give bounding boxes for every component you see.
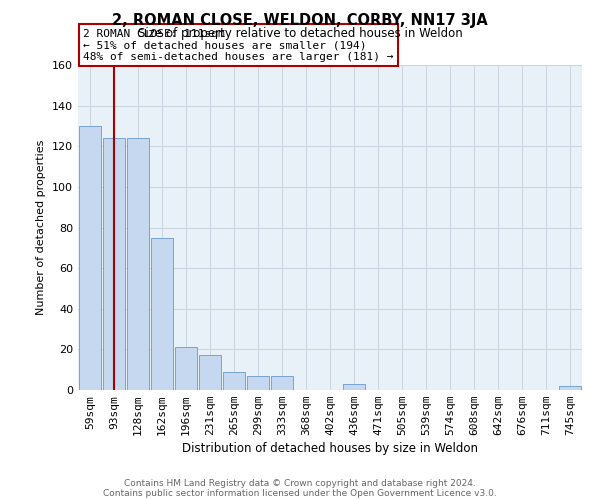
Bar [223, 372, 245, 390]
Y-axis label: Number of detached properties: Number of detached properties [37, 140, 46, 315]
Bar [127, 138, 149, 390]
Text: Size of property relative to detached houses in Weldon: Size of property relative to detached ho… [137, 28, 463, 40]
Bar [151, 238, 173, 390]
Bar [247, 376, 269, 390]
Bar [343, 384, 365, 390]
Bar [559, 386, 581, 390]
Text: Contains public sector information licensed under the Open Government Licence v3: Contains public sector information licen… [103, 488, 497, 498]
Text: 2 ROMAN CLOSE: 111sqm
← 51% of detached houses are smaller (194)
48% of semi-det: 2 ROMAN CLOSE: 111sqm ← 51% of detached … [83, 28, 394, 62]
Text: Contains HM Land Registry data © Crown copyright and database right 2024.: Contains HM Land Registry data © Crown c… [124, 478, 476, 488]
Bar [79, 126, 101, 390]
Text: 2, ROMAN CLOSE, WELDON, CORBY, NN17 3JA: 2, ROMAN CLOSE, WELDON, CORBY, NN17 3JA [112, 12, 488, 28]
Bar [103, 138, 125, 390]
Bar [199, 356, 221, 390]
Bar [271, 376, 293, 390]
Bar [175, 348, 197, 390]
X-axis label: Distribution of detached houses by size in Weldon: Distribution of detached houses by size … [182, 442, 478, 456]
